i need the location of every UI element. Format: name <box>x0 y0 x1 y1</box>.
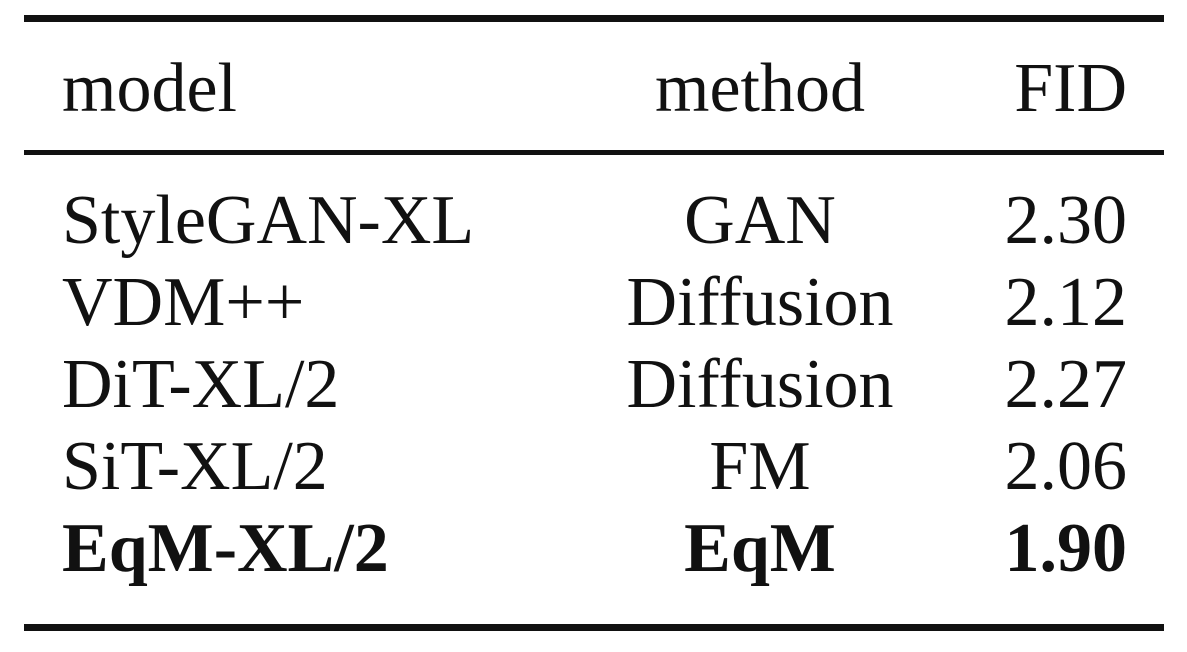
top-rule <box>24 15 1164 22</box>
row-model: DiT-XL/2 <box>62 346 340 423</box>
row-fid: 1.90 <box>1004 510 1128 587</box>
row-model: StyleGAN-XL <box>62 182 475 259</box>
row-method: EqM <box>684 510 836 587</box>
row-fid: 2.30 <box>1004 182 1128 259</box>
header-fid: FID <box>1014 50 1127 127</box>
row-model: VDM++ <box>62 264 305 341</box>
row-model: SiT-XL/2 <box>62 428 328 505</box>
row-method: FM <box>709 428 811 505</box>
header-method: method <box>655 50 865 127</box>
row-method: Diffusion <box>626 264 894 341</box>
bottom-rule <box>24 624 1164 631</box>
row-fid: 2.27 <box>1004 346 1128 423</box>
row-fid: 2.06 <box>1004 428 1128 505</box>
row-model: EqM-XL/2 <box>62 510 389 587</box>
row-method: GAN <box>684 182 836 259</box>
mid-rule <box>24 150 1164 155</box>
row-method: Diffusion <box>626 346 894 423</box>
header-model: model <box>62 50 237 127</box>
row-fid: 2.12 <box>1004 264 1128 341</box>
